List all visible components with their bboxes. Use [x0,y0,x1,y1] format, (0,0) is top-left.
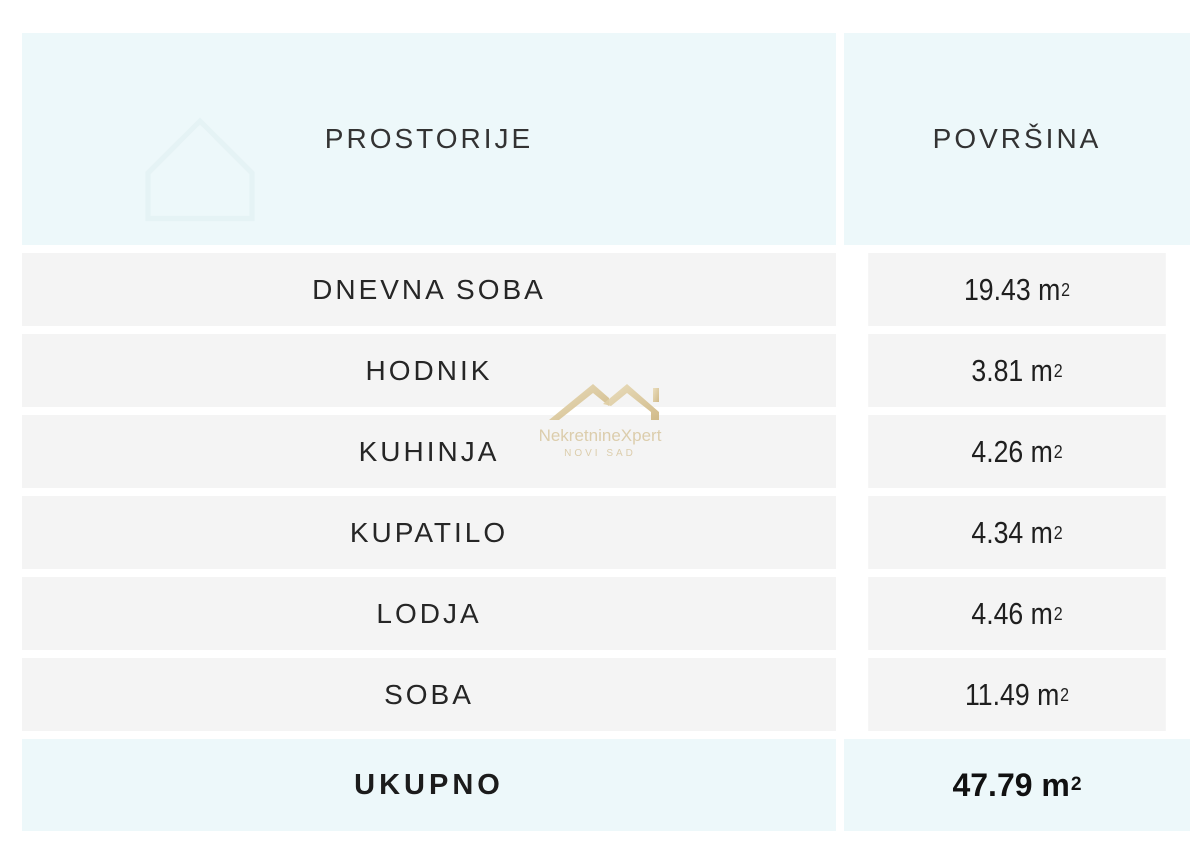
room-name: KUPATILO [22,496,836,569]
total-label: UKUPNO [22,739,836,831]
room-name: KUHINJA [22,415,836,488]
room-name: LODJA [22,577,836,650]
area-value: 4.26 m [971,433,1053,469]
area-value: 3.81 m [971,352,1053,388]
room-name: SOBA [22,658,836,731]
total-area-value: 47.79 m [952,766,1070,803]
area-value: 11.49 m [964,676,1060,712]
area-value: 19.43 m [963,271,1061,307]
area-value: 4.34 m [971,514,1053,550]
header-rooms: PROSTORIJE [22,33,836,245]
room-name: DNEVNA SOBA [22,253,836,326]
header-area: POVRŠINA [844,33,1190,245]
room-name: HODNIK [22,334,836,407]
area-value: 4.46 m [971,595,1053,631]
table-header-row: PROSTORIJE POVRŠINA [22,33,1190,245]
